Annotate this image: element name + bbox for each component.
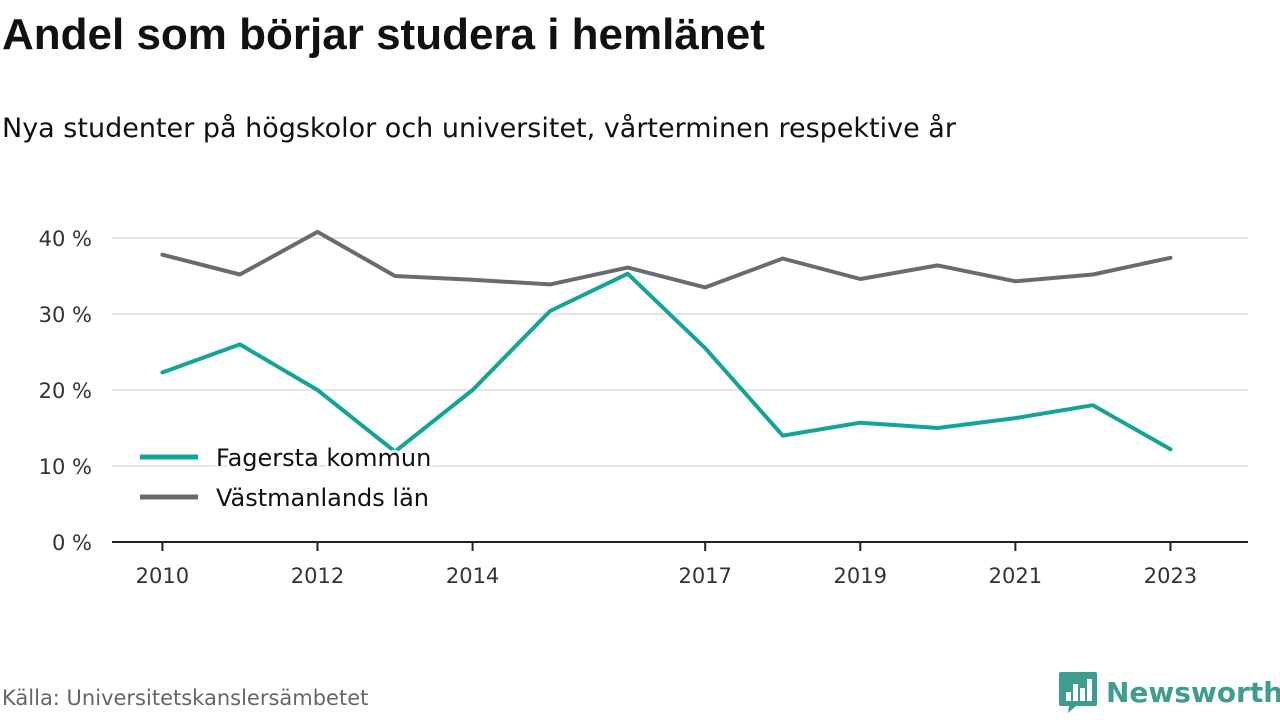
- chart-subtitle: Nya studenter på högskolor och universit…: [2, 113, 956, 144]
- gridlines: [112, 237, 1248, 467]
- legend-label: Västmanlands län: [216, 484, 429, 512]
- y-tick-label: 40 %: [39, 227, 92, 251]
- x-tick-label: 2023: [1144, 564, 1197, 588]
- x-tick-label: 2010: [136, 564, 189, 588]
- y-tick-label: 20 %: [39, 379, 92, 403]
- x-tick-label: 2012: [291, 564, 344, 588]
- x-tick-label: 2019: [834, 564, 887, 588]
- series-lines: [160, 229, 1173, 454]
- y-tick-label: 0 %: [52, 531, 92, 555]
- x-tick-label: 2021: [989, 564, 1042, 588]
- series-line: [160, 271, 1173, 454]
- series-line: [160, 229, 1173, 290]
- bar-chart-logo-icon: [1059, 672, 1097, 713]
- y-tick-label: 10 %: [39, 455, 92, 479]
- source-note: Källa: Universitetskanslersämbetet: [2, 686, 369, 710]
- brand-name: Newsworthy: [1106, 675, 1280, 709]
- brand-logo[interactable]: Newsworthy: [1058, 670, 1280, 714]
- legend-label: Fagersta kommun: [216, 444, 431, 472]
- x-tick-label: 2014: [446, 564, 499, 588]
- chart-title: Andel som börjar studera i hemlänet: [2, 10, 765, 59]
- legend-label-halo: Västmanlands län: [216, 484, 429, 512]
- legend-label-halo: Fagersta kommun: [216, 444, 431, 472]
- x-tick-label: 2017: [678, 564, 731, 588]
- x-axis-ticks: 2010 2012 2014 2017 2019 2021 2023: [136, 542, 1197, 588]
- y-axis-tick-labels: 0 % 10 % 20 % 30 % 40 %: [39, 227, 92, 555]
- y-tick-label: 30 %: [39, 303, 92, 327]
